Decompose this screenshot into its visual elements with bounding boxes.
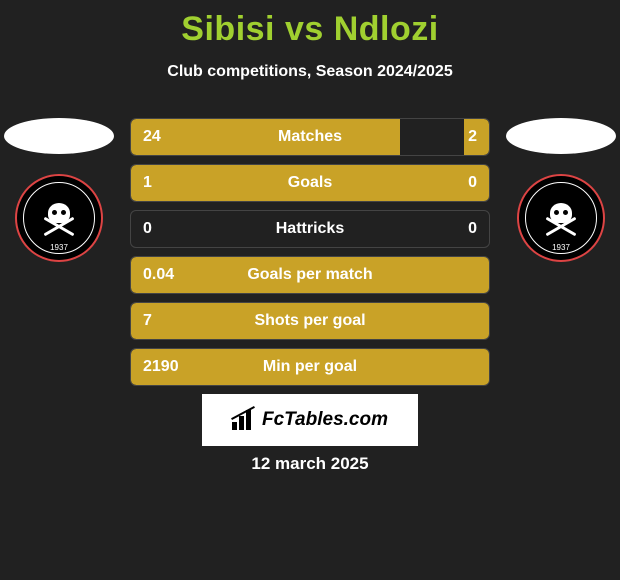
- club-year-left: 1937: [50, 243, 68, 252]
- stat-value-right: 0: [419, 220, 489, 238]
- stat-value-left: 2190: [131, 358, 201, 376]
- player-right-panel: 1937: [506, 118, 616, 262]
- stat-value-left: 0.04: [131, 266, 201, 284]
- watermark-text: FcTables.com: [262, 409, 388, 431]
- stat-value-right: 0: [419, 174, 489, 192]
- stat-value-left: 7: [131, 312, 201, 330]
- stat-label: Shots per goal: [201, 312, 419, 330]
- stat-label: Matches: [201, 128, 419, 146]
- subtitle: Club competitions, Season 2024/2025: [0, 63, 620, 81]
- player-left-club-badge: 1937: [15, 174, 103, 262]
- stat-label: Hattricks: [201, 220, 419, 238]
- stat-row: 24 Matches 2: [130, 118, 490, 156]
- stat-label: Min per goal: [201, 358, 419, 376]
- stat-row: 7 Shots per goal: [130, 302, 490, 340]
- skull-crossbones-icon: [546, 203, 576, 233]
- date-label: 12 march 2025: [0, 454, 620, 474]
- watermark: FcTables.com: [202, 394, 418, 446]
- stat-value-left: 1: [131, 174, 201, 192]
- stat-row: 2190 Min per goal: [130, 348, 490, 386]
- stats-container: 24 Matches 2 1 Goals 0 0 Hattricks 0 0.0…: [130, 118, 490, 386]
- stat-label: Goals per match: [201, 266, 419, 284]
- stat-row: 0 Hattricks 0: [130, 210, 490, 248]
- player-left-photo-placeholder: [4, 118, 114, 154]
- page-title: Sibisi vs Ndlozi: [0, 0, 620, 49]
- skull-crossbones-icon: [44, 203, 74, 233]
- stat-row: 1 Goals 0: [130, 164, 490, 202]
- stat-value-right: 2: [419, 128, 489, 146]
- stat-value-left: 0: [131, 220, 201, 238]
- stat-row: 0.04 Goals per match: [130, 256, 490, 294]
- stat-value-left: 24: [131, 128, 201, 146]
- player-left-panel: 1937: [4, 118, 114, 262]
- stat-label: Goals: [201, 174, 419, 192]
- bar-chart-icon: [232, 410, 256, 430]
- player-right-photo-placeholder: [506, 118, 616, 154]
- player-right-club-badge: 1937: [517, 174, 605, 262]
- club-year-right: 1937: [552, 243, 570, 252]
